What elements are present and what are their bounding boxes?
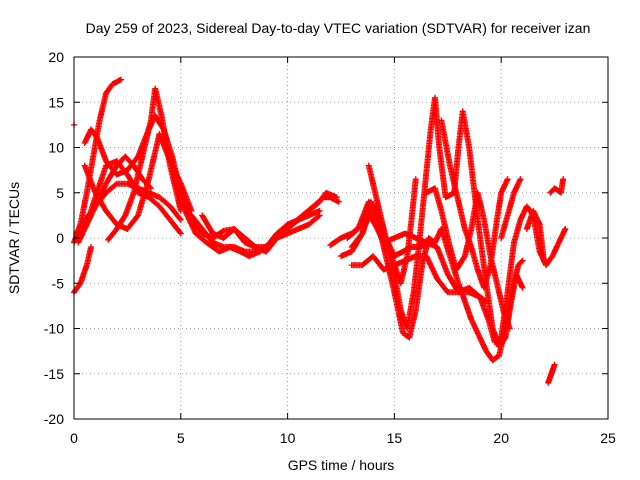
- x-tick-label: 15: [387, 430, 403, 446]
- y-tick-label: 20: [48, 49, 64, 65]
- marker-path: [498, 176, 524, 241]
- marker-path: [547, 176, 567, 196]
- y-axis-ticks: -20 -15 -10 -5 0 5 10 15 20: [44, 49, 608, 427]
- marker-path: [438, 117, 511, 291]
- marker-path: [523, 207, 547, 264]
- marker-path: [199, 212, 323, 255]
- series-track-23: [547, 176, 567, 196]
- x-axis-label: GPS time / hours: [288, 457, 395, 473]
- marker-path: [348, 253, 490, 305]
- series-track-8: [81, 130, 195, 232]
- y-axis-label: SDTVAR / TECUs: [6, 182, 22, 294]
- marker-path: [81, 130, 195, 232]
- y-tick-label: -5: [52, 275, 65, 291]
- marker-path: [365, 162, 432, 260]
- data-marks: [71, 76, 569, 386]
- y-tick-label: 10: [48, 140, 64, 156]
- series-track-16: [348, 253, 490, 305]
- y-tick-label: -15: [44, 366, 64, 382]
- series-track-12: [199, 212, 323, 255]
- y-tick-label: -10: [44, 321, 64, 337]
- x-tick-label: 20: [493, 430, 509, 446]
- marker-path: [545, 361, 558, 386]
- x-tick-label: 5: [177, 430, 185, 446]
- y-tick-label: 0: [56, 230, 64, 246]
- x-tick-label: 0: [70, 430, 78, 446]
- series-track-20: [438, 117, 511, 291]
- x-axis-ticks: 0 5 10 15 20 25: [70, 57, 616, 446]
- series-track-18: [365, 162, 432, 260]
- x-tick-label: 25: [600, 430, 616, 446]
- series-track-21: [498, 176, 524, 241]
- y-tick-label: 15: [48, 94, 64, 110]
- x-tick-label: 10: [280, 430, 296, 446]
- chart-title: Day 259 of 2023, Sidereal Day-to-day VTE…: [86, 20, 591, 36]
- series-track-22: [523, 207, 547, 264]
- y-tick-label: 5: [56, 185, 64, 201]
- y-tick-label: -20: [44, 411, 64, 427]
- series-track-24: [545, 361, 558, 386]
